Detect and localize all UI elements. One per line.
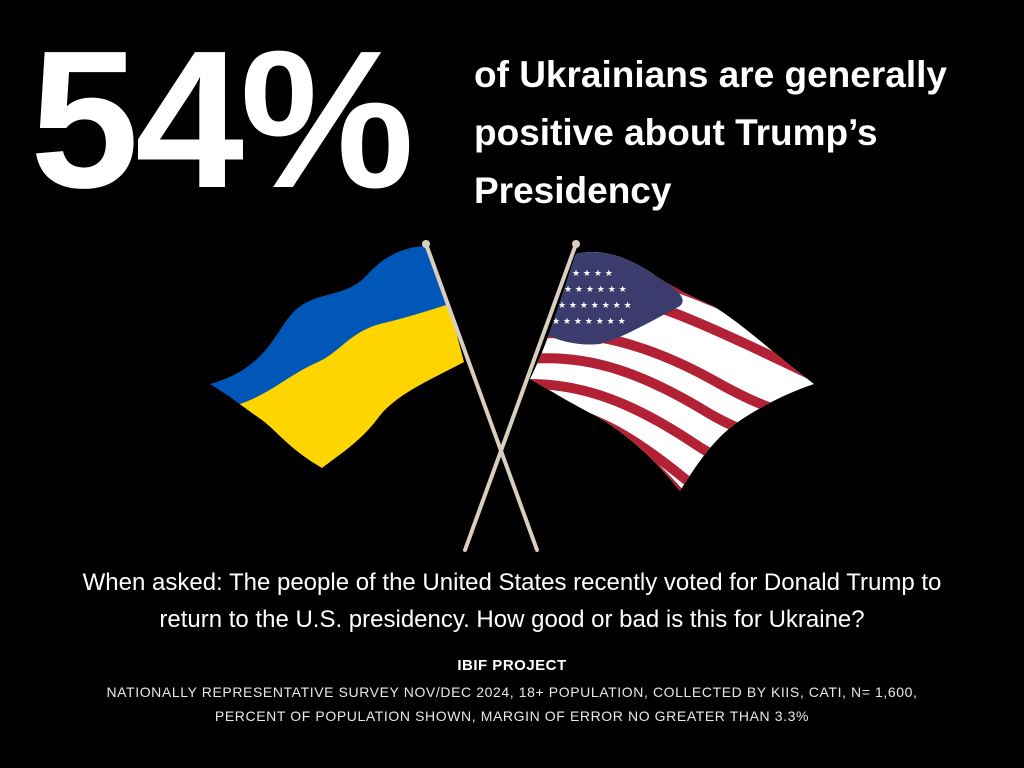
source-detail: NATIONALLY REPRESENTATIVE SURVEY NOV/DEC… — [0, 680, 1024, 728]
headline-line: of Ukrainians are generally — [474, 54, 947, 95]
source-title: IBIF PROJECT — [457, 657, 567, 674]
pole-finial — [422, 240, 430, 248]
headline-text: of Ukrainians are generally positive abo… — [474, 46, 1014, 220]
headline-stat: 54% — [30, 10, 414, 229]
svg-text:★ ★ ★ ★: ★ ★ ★ ★ — [572, 269, 613, 279]
source-detail-line: NATIONALLY REPRESENTATIVE SURVEY NOV/DEC… — [106, 684, 918, 700]
headline-line: Presidency — [474, 170, 672, 211]
svg-text:★ ★ ★ ★ ★ ★ ★: ★ ★ ★ ★ ★ ★ ★ — [552, 317, 626, 327]
source-detail-line: PERCENT OF POPULATION SHOWN, MARGIN OF E… — [214, 708, 810, 724]
us-flag: ★ ★ ★ ★ ★ ★ ★ ★ ★ ★ ★ ★ ★ ★ ★ ★ ★ ★ ★ ★ … — [530, 252, 814, 492]
svg-text:★ ★ ★ ★ ★ ★: ★ ★ ★ ★ ★ ★ — [564, 285, 627, 295]
pole-finial — [572, 240, 580, 248]
headline-line: positive about Trump’s — [474, 112, 878, 153]
question-line: return to the U.S. presidency. How good … — [159, 606, 865, 633]
question-line: When asked: The people of the United Sta… — [82, 569, 942, 596]
flag-poles — [424, 242, 578, 552]
crossed-flags-illustration: ★ ★ ★ ★ ★ ★ ★ ★ ★ ★ ★ ★ ★ ★ ★ ★ ★ ★ ★ ★ … — [210, 240, 814, 552]
svg-text:★ ★ ★ ★ ★ ★ ★: ★ ★ ★ ★ ★ ★ ★ — [558, 301, 632, 311]
survey-question: When asked: The people of the United Sta… — [0, 564, 1024, 638]
